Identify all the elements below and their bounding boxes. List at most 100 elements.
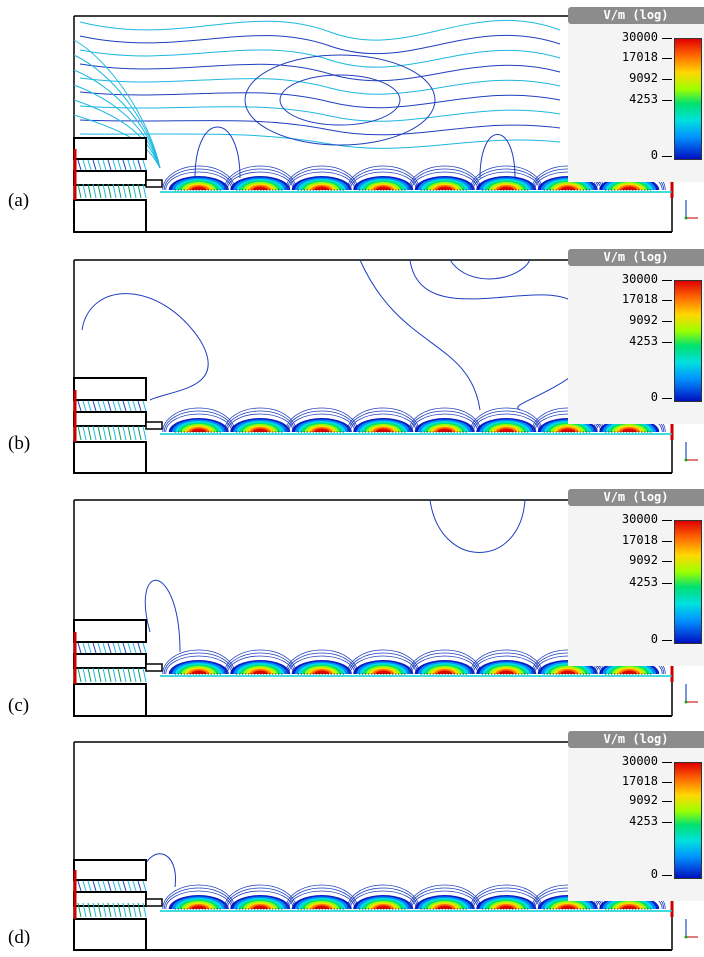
field-lobe [346, 884, 420, 910]
field-plot-b [73, 259, 674, 474]
field-lobe [408, 649, 482, 675]
legend-tick-mark [662, 801, 672, 803]
legend-header-d: V/m (log) [568, 731, 704, 748]
field-lobe [408, 884, 482, 910]
legend-tick-mark [662, 300, 672, 302]
legend-tick-mark [662, 100, 672, 102]
field-lobes-a [162, 165, 666, 191]
panel-label-b: (b) [8, 433, 31, 454]
panel-d: (d) V/m (log) 30000 17018 9092 4253 0 [0, 720, 704, 957]
axis-triad-icon [684, 919, 698, 939]
colorbar-c [674, 520, 702, 644]
field-lobe [223, 407, 297, 433]
legend-header-c: V/m (log) [568, 489, 704, 506]
legend-tick-label: 4253 [629, 575, 658, 590]
field-lobe [346, 165, 420, 191]
legend-tick-label: 0 [650, 631, 658, 646]
field-lobes-b [162, 407, 666, 433]
contour-lines-a [73, 19, 666, 179]
legend-tick-mark [662, 155, 672, 157]
legend-tick-label: 17018 [621, 292, 658, 307]
legend-tick-label: 30000 [621, 30, 658, 44]
field-lobe [223, 165, 297, 191]
field-lobe [469, 407, 543, 433]
legend-tick-label: 30000 [621, 272, 658, 286]
legend-tick-label: 9092 [629, 312, 658, 327]
contour-lines-c [144, 499, 526, 653]
field-lobes-d [162, 884, 666, 910]
axis-triad-icon [684, 684, 698, 704]
electrode-stack-d [73, 859, 674, 951]
legend-tick-label: 17018 [621, 50, 658, 65]
legend-tick-label: 17018 [621, 773, 658, 788]
legend-tick-mark [662, 280, 672, 281]
panel-label-c: (c) [8, 695, 30, 716]
field-plot-c [73, 499, 674, 717]
panel-label-a: (a) [8, 190, 30, 211]
field-lobe [223, 884, 297, 910]
legend-tick-mark [662, 38, 672, 39]
field-lobe [223, 649, 297, 675]
field-lobe [285, 407, 359, 433]
legend-header-a: V/m (log) [568, 7, 704, 24]
field-plot-a [73, 15, 674, 233]
field-lobe [285, 165, 359, 191]
panel-a: (a) V/m (log) 30000 17018 9092 4253 0 [0, 0, 704, 240]
legend-tick-label: 30000 [621, 512, 658, 526]
legend-tick-label: 9092 [629, 793, 658, 808]
legend-tick-label: 9092 [629, 553, 658, 568]
field-lobe [162, 649, 236, 675]
legend-tick-mark [662, 342, 672, 344]
field-lobe [469, 649, 543, 675]
field-lobe [162, 407, 236, 433]
field-plot-d [73, 741, 674, 951]
field-lobe [346, 649, 420, 675]
field-lobe [408, 407, 482, 433]
legend-tick-mark [662, 874, 672, 876]
legend-tick-label: 17018 [621, 532, 658, 547]
field-lobe [469, 165, 543, 191]
legend-tick-mark [662, 58, 672, 60]
field-lobe [162, 165, 236, 191]
axis-triad-icon [684, 200, 698, 220]
field-lobe [408, 165, 482, 191]
field-lobes-c [162, 649, 666, 675]
panel-c: (c) V/m (log) 30000 17018 9092 4253 0 [0, 480, 704, 720]
legend-tick-mark [662, 561, 672, 563]
legend-tick-label: 4253 [629, 334, 658, 349]
axis-triad-icon [684, 442, 698, 462]
colorbar-a [674, 38, 702, 160]
field-lobe [346, 407, 420, 433]
legend-tick-label: 0 [650, 147, 658, 162]
legend-tick-mark [662, 821, 672, 823]
legend-header-b: V/m (log) [568, 249, 704, 266]
legend-tick-mark [662, 781, 672, 783]
legend-tick-mark [662, 78, 672, 80]
legend-tick-mark [662, 540, 672, 542]
electrode-stack-a [73, 137, 674, 233]
field-lobe [162, 884, 236, 910]
legend-tick-mark [662, 762, 672, 763]
contour-lines-b [81, 259, 641, 411]
colorbar-b [674, 280, 702, 402]
legend-tick-mark [662, 320, 672, 322]
colorbar-d [674, 762, 702, 879]
legend-tick-mark [662, 520, 672, 521]
panel-b: (b) V/m (log) 30000 17018 9092 4253 0 [0, 240, 704, 480]
legend-tick-label: 0 [650, 866, 658, 881]
legend-tick-label: 30000 [621, 754, 658, 768]
electrode-stack-b [73, 377, 674, 474]
legend-tick-label: 4253 [629, 92, 658, 107]
legend-tick-label: 9092 [629, 70, 658, 85]
legend-tick-mark [662, 583, 672, 585]
field-lobe [285, 649, 359, 675]
electrode-stack-c [73, 619, 674, 717]
panel-label-d: (d) [8, 927, 31, 948]
legend-tick-label: 0 [650, 389, 658, 404]
field-lobe [469, 884, 543, 910]
legend-tick-mark [662, 639, 672, 641]
legend-tick-label: 4253 [629, 813, 658, 828]
field-lobe [531, 884, 605, 910]
legend-tick-mark [662, 397, 672, 399]
field-lobe [285, 884, 359, 910]
